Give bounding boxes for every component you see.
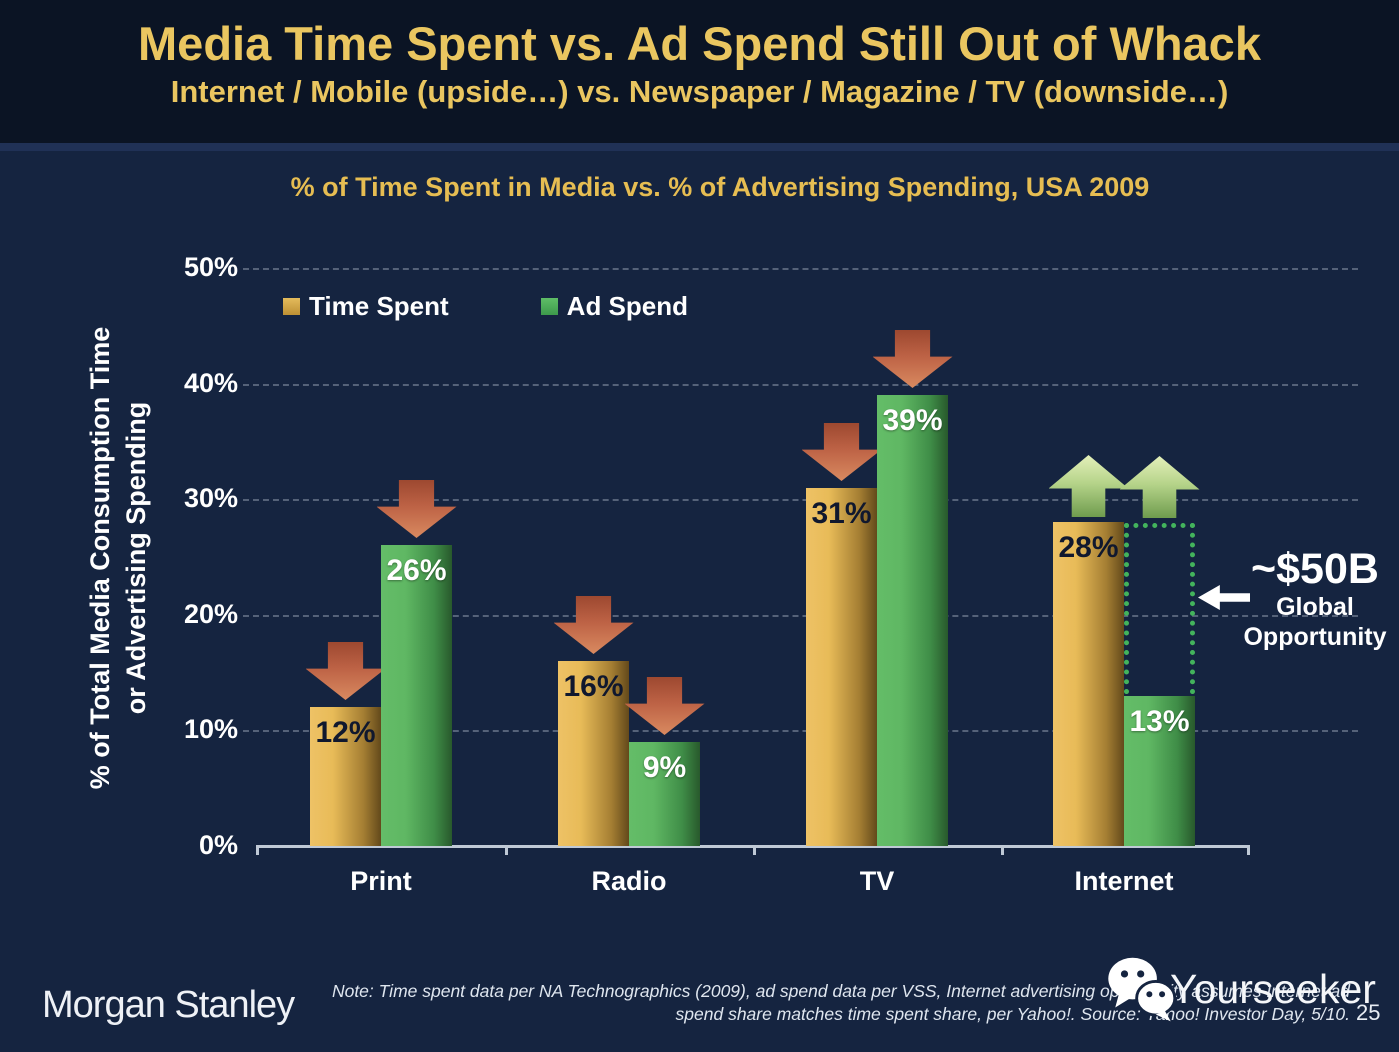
category-label-internet: Internet (1074, 866, 1174, 896)
y-tick-10: 10% (183, 714, 238, 744)
bar-column-tv-time-spent: 31% (801, 423, 882, 846)
bar-value-label: 16% (563, 670, 624, 703)
bar-value-label: 28% (1058, 531, 1119, 564)
x-axis-tick (753, 845, 756, 855)
down-arrow-icon (305, 642, 386, 700)
y-tick-30: 30% (183, 483, 238, 513)
source-note-line2: spend share matches time spent share, pe… (675, 1004, 1350, 1024)
title-band-divider (0, 143, 1399, 151)
y-axis-title-line2: or Advertising Spending (121, 401, 151, 715)
source-note: Note: Time spent data per NA Technograph… (318, 980, 1350, 1026)
up-arrow-icon (1119, 456, 1200, 518)
bar-radio-time-spent: 16% (558, 661, 629, 846)
slide-subtitle: Internet / Mobile (upside…) vs. Newspape… (170, 74, 1229, 109)
down-arrow-icon (801, 423, 882, 481)
y-tick-50: 50% (183, 252, 238, 282)
source-note-line1: Note: Time spent data per NA Technograph… (331, 981, 1350, 1001)
bar-tv-time-spent: 31% (806, 488, 877, 846)
category-label-print: Print (350, 866, 412, 896)
bar-tv-ad-spend: 39% (877, 395, 948, 846)
wechat-icon (1108, 957, 1177, 1022)
chart-legend: Time Spent Ad Spend (283, 291, 688, 322)
bar-column-internet-time-spent: 28% (1048, 455, 1129, 846)
chart-title: % of Time Spent in Media vs. % of Advert… (290, 172, 1150, 202)
morgan-stanley-logo: Morgan Stanley (42, 984, 295, 1026)
down-arrow-icon (872, 330, 953, 388)
y-axis-title-line1: % of Total Media Consumption Time (85, 326, 115, 790)
legend-label-ad-spend: Ad Spend (566, 291, 689, 321)
gridline-30 (243, 499, 1358, 501)
watermark-text: Yourseeker (1170, 965, 1376, 1012)
down-arrow-icon (376, 480, 457, 538)
bar-value-label: 39% (882, 404, 943, 437)
x-axis-tick (1247, 845, 1250, 855)
x-axis-tick (505, 845, 508, 855)
legend-label-time-spent: Time Spent (309, 291, 449, 321)
category-label-radio: Radio (591, 866, 667, 896)
gridline-10 (243, 730, 1358, 732)
watermark: Yourseeker (1106, 956, 1376, 1022)
legend-item-ad-spend: Ad Spend (540, 291, 689, 322)
bar-print-ad-spend: 26% (381, 545, 452, 846)
slide-title: Media Time Spent vs. Ad Spend Still Out … (138, 17, 1261, 70)
x-axis-tick (1001, 845, 1004, 855)
y-tick-40: 40% (183, 368, 238, 398)
bar-column-internet-ad-spend: 13% (1119, 456, 1200, 846)
opportunity-line1: Global (1276, 593, 1354, 621)
bar-column-tv-ad-spend: 39% (872, 330, 953, 846)
bar-column-radio-ad-spend: 9% (624, 677, 705, 846)
time-spent-swatch-icon (283, 298, 300, 315)
bar-column-print-ad-spend: 26% (376, 480, 457, 846)
opportunity-annotation: ~$50B Global Opportunity (1235, 546, 1395, 652)
bar-value-label: 13% (1129, 705, 1190, 738)
opportunity-line2: Opportunity (1243, 623, 1387, 651)
legend-item-time-spent: Time Spent (283, 291, 449, 322)
page-number: 25 (1356, 1000, 1381, 1025)
bar-radio-ad-spend: 9% (629, 742, 700, 846)
gridline-50 (243, 268, 1358, 270)
bar-value-label: 31% (811, 497, 872, 530)
y-tick-0: 0% (198, 830, 238, 860)
bar-internet-time-spent: 28% (1053, 522, 1124, 846)
x-axis-tick (256, 845, 259, 855)
bar-value-label: 26% (386, 554, 447, 587)
gridline-20 (243, 615, 1358, 617)
opportunity-value: ~$50B (1251, 545, 1379, 593)
bar-value-label: 9% (642, 751, 687, 784)
category-label-tv: TV (859, 866, 895, 896)
down-arrow-icon (624, 677, 705, 735)
gridline-40 (243, 384, 1358, 386)
y-tick-20: 20% (183, 599, 238, 629)
bar-column-print-time-spent: 12% (305, 642, 386, 846)
title-band (0, 0, 1399, 143)
ad-spend-swatch-icon (540, 298, 558, 315)
bar-value-label: 12% (315, 716, 376, 749)
bar-print-time-spent: 12% (310, 707, 381, 846)
opportunity-box (1124, 523, 1195, 704)
up-arrow-icon (1048, 455, 1129, 517)
down-arrow-icon (553, 596, 634, 654)
bar-column-radio-time-spent: 16% (553, 596, 634, 846)
bar-internet-ad-spend: 13% (1124, 696, 1195, 846)
